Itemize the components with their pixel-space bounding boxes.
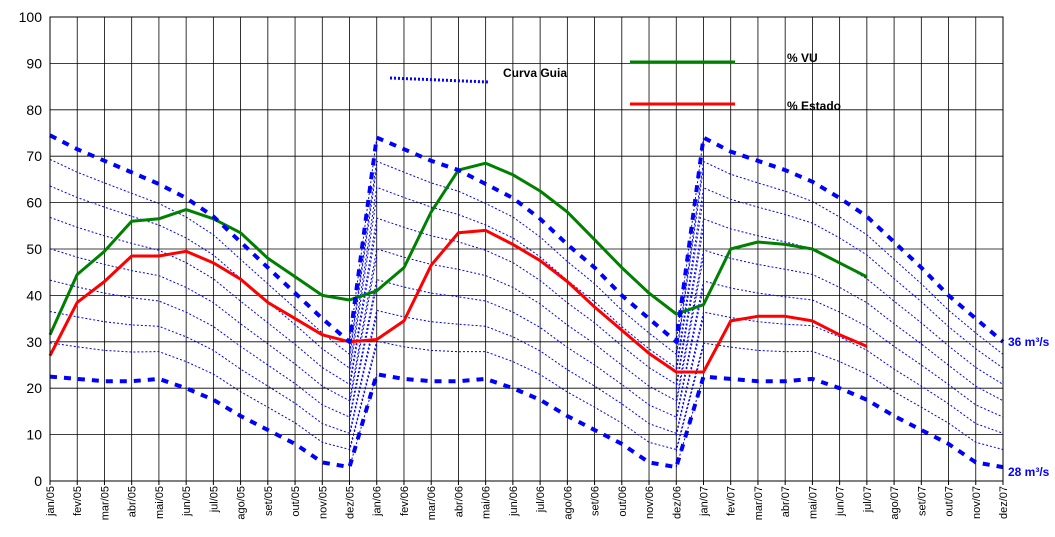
y-tick-label: 50 <box>26 241 42 257</box>
x-tick-label: jan/07 <box>698 486 710 517</box>
x-tick-label: mai/07 <box>807 486 819 519</box>
y-tick-label: 60 <box>26 195 42 211</box>
guide-curve-intermediate <box>49 248 1004 402</box>
series-lines <box>48 133 1005 470</box>
y-tick-label: 20 <box>26 380 42 396</box>
annotation-36-m3s: 36 m³/s <box>1008 335 1050 349</box>
axes: 0 10 20 30 40 50 60 70 80 90 100 jan/05 fev/05 mar/05… <box>19 9 1010 520</box>
x-tick-label: out/06 <box>617 486 629 517</box>
x-tick-label: mai/05 <box>154 486 166 519</box>
legend: Curva Guia % VU % Estado <box>389 51 841 113</box>
guide-curve-rollover <box>349 255 378 405</box>
y-tick-label: 70 <box>26 148 42 164</box>
x-tick-label: abr/05 <box>127 486 139 517</box>
x-tick-label: jun/05 <box>181 486 193 517</box>
y-tick-label: 80 <box>26 102 42 118</box>
guide-curve-rollover <box>349 226 378 389</box>
x-tick-label: abr/06 <box>453 486 465 517</box>
legend-label-estado: % Estado <box>787 99 841 113</box>
guide-curve-rollover <box>349 167 378 358</box>
x-tick-label: nov/07 <box>971 486 983 519</box>
x-tick-label: mar/06 <box>426 486 438 520</box>
x-tick-label: jan/06 <box>372 486 384 517</box>
plot-frame <box>49 16 1004 482</box>
x-tick-label: mar/05 <box>99 486 111 520</box>
guide-curve-intermediate <box>49 185 1004 369</box>
guide-curve-rollover <box>349 344 378 452</box>
x-tick-label: set/06 <box>590 486 602 516</box>
guide-curve-intermediate <box>49 278 1004 418</box>
x-tick-label: out/07 <box>944 486 956 517</box>
guide-curve-fan <box>49 137 1004 468</box>
guide-curve-rollover <box>675 257 704 405</box>
x-tick-label: nov/05 <box>317 486 329 519</box>
legend-swatch-curva-guia <box>389 76 489 84</box>
x-tick-label: ago/06 <box>562 486 574 520</box>
guide-curve-rollover <box>675 286 704 421</box>
y-tick-label: 100 <box>19 9 43 25</box>
x-tick-label: dez/07 <box>998 486 1010 519</box>
y-tick-label: 30 <box>26 334 42 350</box>
legend-label-vu: % VU <box>787 51 818 65</box>
x-tick-label: jun/07 <box>835 486 847 517</box>
annotation-28-m3s: 28 m³/s <box>1008 465 1050 479</box>
x-tick-label: set/05 <box>263 486 275 516</box>
guide-curve-intermediate <box>49 340 1004 451</box>
guide-curve-intermediate <box>49 309 1004 434</box>
guide-curve-rollover <box>349 285 378 421</box>
x-tick-label: dez/06 <box>671 486 683 519</box>
x-tick-label: mar/07 <box>753 486 765 520</box>
x-tick-label: nov/06 <box>644 486 656 519</box>
x-tick-label: fev/05 <box>72 486 84 516</box>
x-tick-label: dez/05 <box>345 486 357 519</box>
series-line-estado <box>48 228 868 374</box>
x-tick-label: fev/06 <box>399 486 411 516</box>
x-tick-label: jan/05 <box>45 486 57 517</box>
x-tick-label: abr/07 <box>780 486 792 517</box>
x-tick-label: fev/07 <box>726 486 738 516</box>
x-tick-label: ago/07 <box>889 486 901 520</box>
guide-curve-intermediate <box>49 216 1004 386</box>
y-tick-label: 0 <box>34 473 42 489</box>
guide-curve-rollover <box>349 196 378 374</box>
guide-curve-rollover <box>675 197 704 374</box>
grid-lines <box>49 16 1004 482</box>
x-tick-label: jul/07 <box>862 486 874 513</box>
series-line-curva-guia-upper <box>49 133 1005 344</box>
y-tick-label: 10 <box>26 427 42 443</box>
guide-curve-rollover <box>349 315 378 436</box>
x-tick-label: set/07 <box>916 486 928 516</box>
x-tick-label: jul/06 <box>535 486 547 513</box>
guide-curve-intermediate <box>49 158 1004 356</box>
x-tick-label: out/05 <box>290 486 302 517</box>
x-tick-label: jun/06 <box>508 486 520 517</box>
x-tick-label: mai/06 <box>481 486 493 519</box>
y-tick-label: 40 <box>26 287 42 303</box>
y-tick-label: 90 <box>26 55 42 71</box>
legend-label-curva-guia: Curva Guia <box>503 66 567 80</box>
x-tick-label: jul/05 <box>208 486 220 513</box>
guide-curve-rollover <box>675 316 704 436</box>
x-tick-label: ago/05 <box>236 486 248 520</box>
